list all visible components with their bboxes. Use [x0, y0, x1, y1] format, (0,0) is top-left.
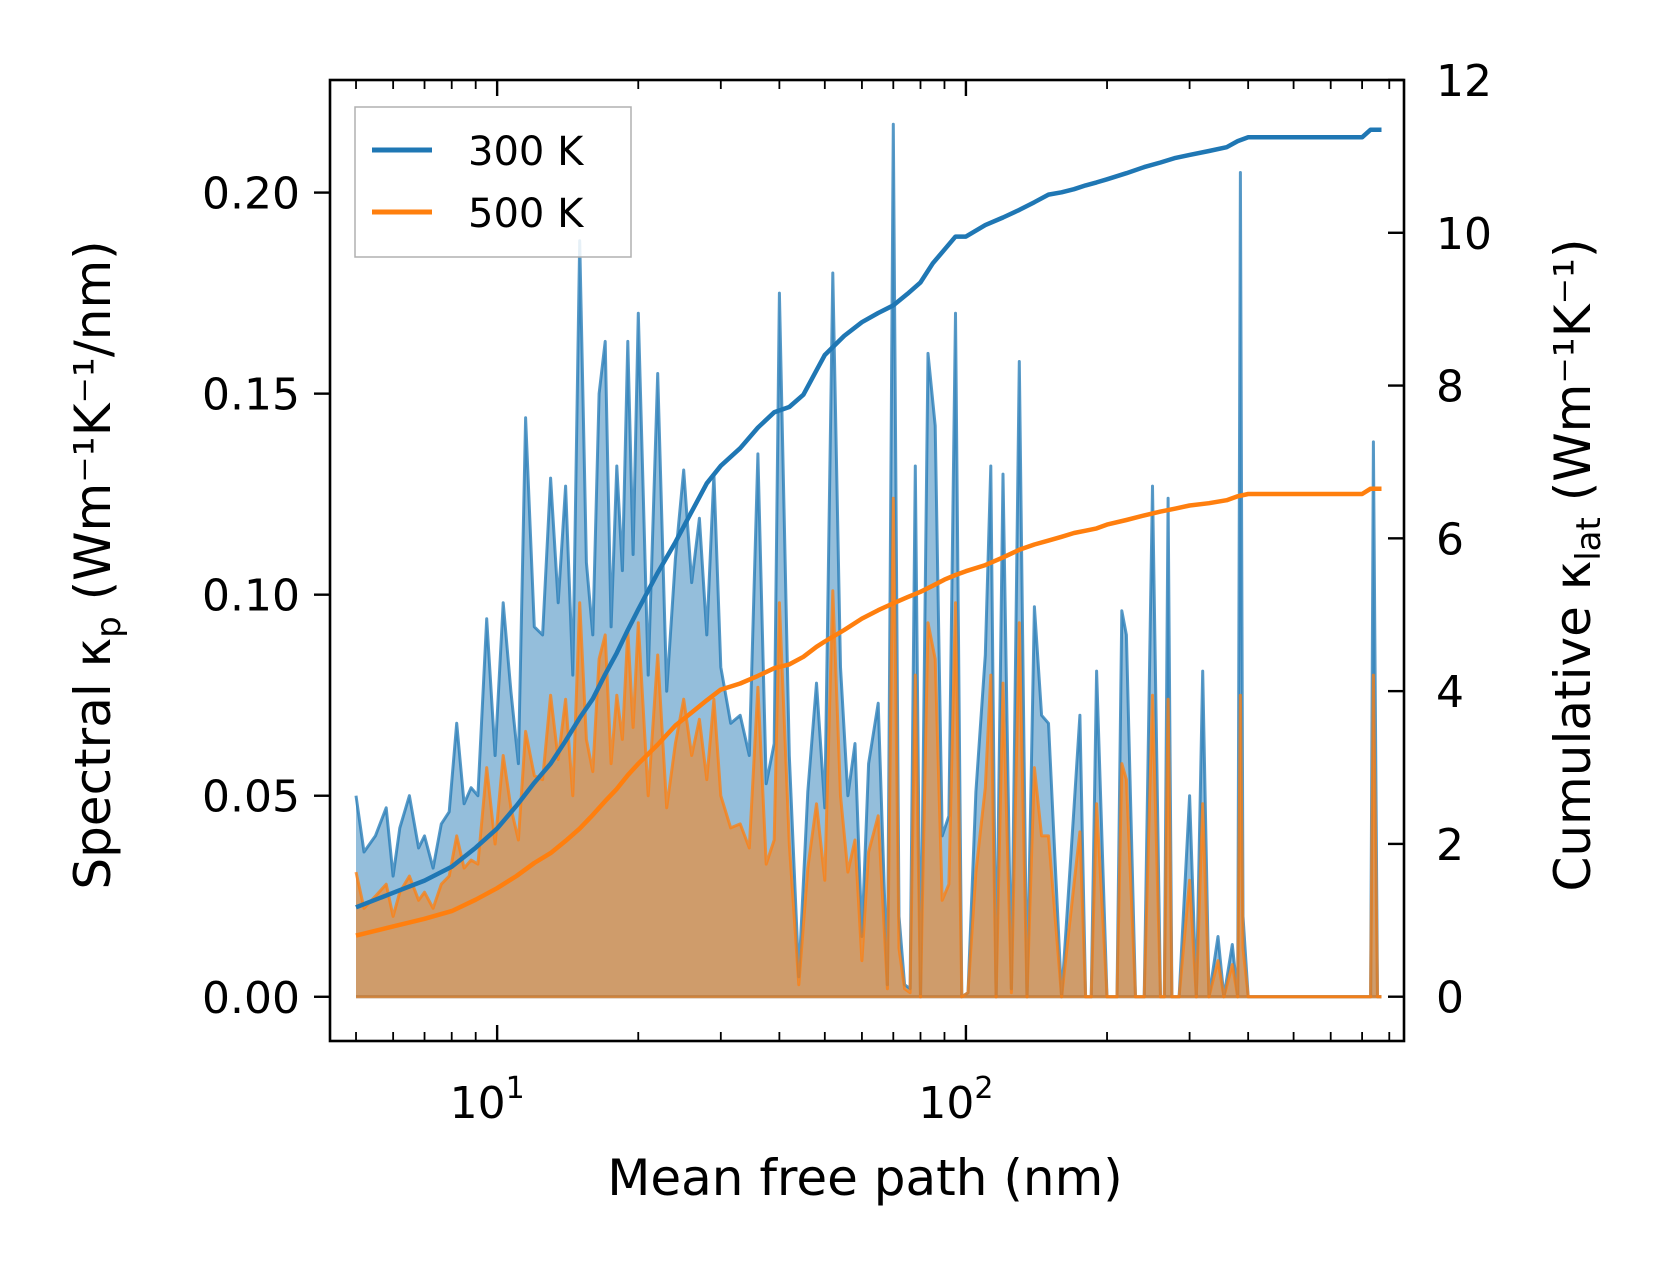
y2-axis-label: Cumulative κlat (Wm⁻¹K⁻¹) — [1544, 238, 1609, 891]
cumulative-line-500k — [355, 486, 1382, 938]
y-tick-label: 0.05 — [202, 772, 300, 823]
y2-tick-label: 0 — [1436, 973, 1464, 1024]
legend-box — [354, 106, 632, 258]
spectral-lines — [354, 122, 1382, 999]
x-tick-label: 102 — [918, 1071, 993, 1129]
y2-axis-label-units: (Wm⁻¹K⁻¹) — [1544, 238, 1602, 517]
y-axis-label-main: Spectral κ — [64, 638, 122, 890]
y-tick-label: 0.10 — [202, 571, 300, 622]
axes-frame — [328, 78, 1406, 1043]
cumulative-lines — [355, 127, 1382, 938]
y2-axis-label-sub: lat — [1569, 517, 1609, 561]
y-tick-label: 0.20 — [202, 169, 300, 220]
y2-axis-label-main: Cumulative κ — [1544, 561, 1602, 892]
y-tick-label: 0.15 — [202, 370, 300, 421]
y2-tick-label: 10 — [1436, 209, 1492, 260]
cumulative-line-300k — [355, 127, 1382, 910]
y-axis-label: Spectral κp (Wm⁻¹K⁻¹/nm) — [64, 240, 129, 889]
spectral-fill-500k — [356, 498, 1382, 997]
plot-frame — [328, 78, 1406, 1043]
y2-tick-label: 4 — [1436, 667, 1464, 718]
y2-tick-label: 8 — [1436, 362, 1464, 413]
x-tick-label: 101 — [450, 1071, 525, 1129]
x-axis-label: Mean free path (nm) — [607, 1149, 1123, 1207]
y2-tick-label: 6 — [1436, 514, 1464, 565]
y2-tick-label: 2 — [1436, 820, 1464, 871]
y2-tick-label: 12 — [1436, 56, 1492, 107]
legend-label-300k: 300 K — [468, 129, 585, 175]
legend-label-500k: 500 K — [468, 191, 585, 237]
y-tick-label: 0.00 — [202, 973, 300, 1024]
legend: 300 K 500 K — [354, 106, 632, 258]
y-axis-label-units: (Wm⁻¹K⁻¹/nm) — [64, 240, 122, 616]
y-axis-label-sub: p — [89, 616, 129, 638]
axis-ticks: 101 102 0.00 0.05 0.10 0.15 0.20 0 2 4 6 8 10 12 — [202, 56, 1492, 1129]
